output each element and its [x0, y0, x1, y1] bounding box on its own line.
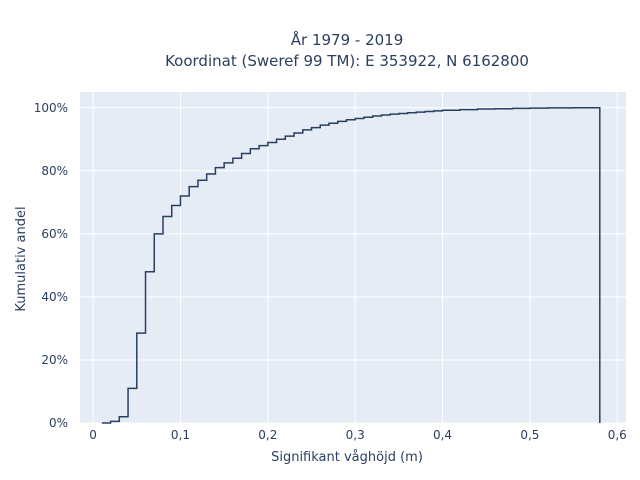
x-tick-label-6: 0,6 — [608, 428, 627, 442]
y-tick-label-2: 40% — [41, 290, 68, 304]
x-axis-title: Signifikant våghöjd (m) — [271, 450, 423, 465]
x-tick-label-5: 0,5 — [520, 428, 539, 442]
x-tick-label-3: 0,3 — [346, 428, 365, 442]
y-tick-label-4: 80% — [41, 164, 68, 178]
y-axis-title: Kumulativ andel — [14, 206, 29, 311]
series-line-0 — [101, 107, 601, 424]
chart-title-line2: Koordinat (Sweref 99 TM): E 353922, N 61… — [165, 52, 529, 70]
chart-title-line1: År 1979 - 2019 — [291, 30, 404, 49]
plot-area — [80, 92, 626, 423]
y-axis-ticks: 0% 20% 40% 60% 80% 100% — [34, 101, 68, 430]
y-tick-label-0: 0% — [49, 416, 68, 430]
x-tick-label-2: 0,2 — [258, 428, 277, 442]
x-axis-ticks: 0 0,1 0,2 0,3 0,4 0,5 0,6 — [89, 428, 627, 442]
y-tick-label-5: 100% — [34, 101, 68, 115]
x-tick-label-0: 0 — [89, 428, 97, 442]
y-tick-label-1: 20% — [41, 353, 68, 367]
y-tick-label-3: 60% — [41, 227, 68, 241]
x-tick-label-1: 0,1 — [171, 428, 190, 442]
series-layer — [101, 107, 601, 424]
x-tick-label-4: 0,4 — [433, 428, 452, 442]
